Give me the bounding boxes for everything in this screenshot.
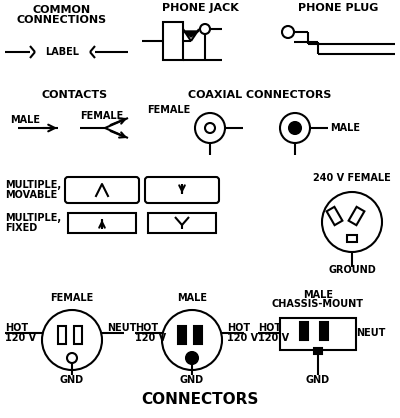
Bar: [194, 326, 202, 344]
Text: LABEL: LABEL: [45, 47, 79, 57]
Text: HOT: HOT: [258, 323, 281, 333]
Text: FEMALE: FEMALE: [147, 105, 190, 115]
Text: GND: GND: [60, 375, 84, 385]
Bar: [347, 235, 357, 242]
Text: PHONE PLUG: PHONE PLUG: [298, 3, 378, 13]
Text: GND: GND: [306, 375, 330, 385]
Bar: [280, 318, 356, 350]
Text: HOT: HOT: [5, 323, 28, 333]
Text: CONNECTIONS: CONNECTIONS: [17, 15, 107, 25]
Bar: [349, 207, 364, 225]
Text: MALE: MALE: [10, 115, 40, 125]
Text: COAXIAL CONNECTORS: COAXIAL CONNECTORS: [188, 90, 332, 100]
Bar: [68, 213, 136, 233]
Text: HOT: HOT: [135, 323, 158, 333]
Text: MALE: MALE: [177, 293, 207, 303]
Text: 120 V: 120 V: [5, 333, 36, 343]
Text: FEMALE: FEMALE: [80, 111, 123, 121]
Text: CHASSIS-MOUNT: CHASSIS-MOUNT: [272, 299, 364, 309]
Text: 120 V: 120 V: [135, 333, 166, 343]
Bar: [178, 326, 186, 344]
Text: MOVABLE: MOVABLE: [5, 190, 57, 200]
Text: MALE: MALE: [303, 290, 333, 300]
Text: MULTIPLE,: MULTIPLE,: [5, 213, 61, 223]
Bar: [300, 322, 308, 340]
Polygon shape: [183, 31, 199, 37]
Bar: [163, 22, 183, 60]
Text: MULTIPLE,: MULTIPLE,: [5, 180, 61, 190]
Text: PHONE JACK: PHONE JACK: [162, 3, 238, 13]
Text: NEUT: NEUT: [107, 323, 136, 333]
Bar: [314, 348, 322, 354]
Circle shape: [289, 122, 301, 134]
Bar: [58, 326, 66, 344]
Text: CONTACTS: CONTACTS: [42, 90, 108, 100]
Text: 120 V: 120 V: [227, 333, 258, 343]
Text: GROUND: GROUND: [328, 265, 376, 275]
Text: COMMON: COMMON: [33, 5, 91, 15]
Text: NEUT: NEUT: [356, 328, 385, 338]
Text: MALE: MALE: [330, 123, 360, 133]
Text: 240 V FEMALE: 240 V FEMALE: [313, 173, 391, 183]
Text: HOT: HOT: [227, 323, 250, 333]
Text: 120 V: 120 V: [258, 333, 289, 343]
Text: CONNECTORS: CONNECTORS: [141, 393, 259, 408]
Bar: [74, 326, 82, 344]
Text: FIXED: FIXED: [5, 223, 37, 233]
Circle shape: [186, 352, 198, 364]
Text: GND: GND: [180, 375, 204, 385]
Bar: [327, 207, 342, 225]
Bar: [320, 322, 328, 340]
Text: FEMALE: FEMALE: [50, 293, 94, 303]
Bar: [148, 213, 216, 233]
